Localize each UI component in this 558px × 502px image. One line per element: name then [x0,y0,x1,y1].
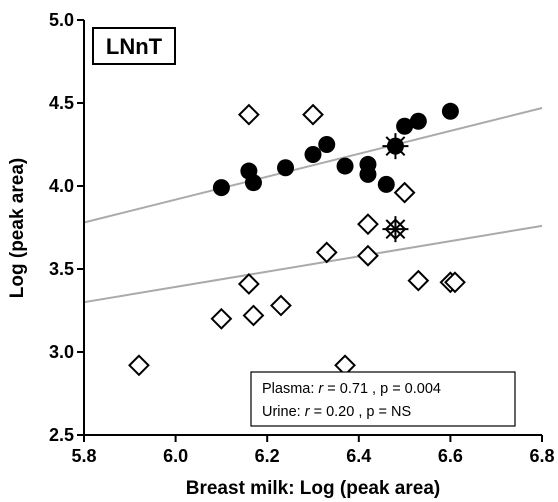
data-point [359,165,377,183]
x-tick-label: 6.2 [255,446,280,466]
y-tick-label: 2.5 [49,425,74,445]
x-tick-label: 5.8 [71,446,96,466]
y-tick-label: 4.5 [49,93,74,113]
fit-line-0 [83,107,543,224]
x-tick-label: 6.8 [529,446,554,466]
data-point [441,102,459,120]
data-point [212,179,230,197]
stats-plasma: Plasma: r = 0.71 , p = 0.004 [262,381,441,397]
data-point [407,269,430,292]
data-point [302,103,324,126]
x-axis-title: Breast milk: Log (peak area) [186,478,440,499]
y-tick-label: 3.5 [49,259,74,279]
data-point [444,271,466,294]
x-tick-label: 6.4 [346,446,371,466]
y-tick-label: 4.0 [49,176,74,196]
x-tick-label: 6.6 [438,446,463,466]
data-point [409,112,427,130]
data-point [318,136,336,153]
y-tick-label: 3.0 [49,342,74,362]
data-point [315,241,338,264]
data-point [237,273,260,295]
fit-line-1 [83,224,543,304]
data-point [128,354,150,377]
data-point [357,244,379,267]
star-ray [385,219,406,240]
fit-lines [83,107,543,304]
star-marker [382,216,409,243]
y-axis-title: Log (peak area) [7,158,28,298]
data-point [336,157,354,175]
data-point [237,103,260,126]
data-point [357,213,379,236]
data-point [393,181,416,204]
stats-legend: Plasma: r = 0.71 , p = 0.004 Urine: r = … [250,371,516,427]
markers [128,102,466,377]
data-point [242,304,265,327]
data-point [277,159,295,177]
ticks: 5.8 6.0 6.2 6.4 6.6 6.8 2.5 3.0 3.5 4.0 4.5 5.0 [49,10,555,466]
panel-label: LNnT [106,34,163,59]
y-tick-label: 5.0 [49,10,74,30]
data-point [210,307,233,330]
panel-label-box: LNnT [92,27,176,65]
data-point [270,294,292,317]
data-point [377,175,395,193]
x-tick-label: 6.0 [163,446,188,466]
star-marker [382,133,409,160]
data-point [396,117,414,135]
axes [83,20,542,436]
star-ray [385,136,406,157]
data-point [244,174,262,192]
stats-urine: Urine: r = 0.20 , p = NS [262,404,411,420]
data-point [304,145,322,163]
